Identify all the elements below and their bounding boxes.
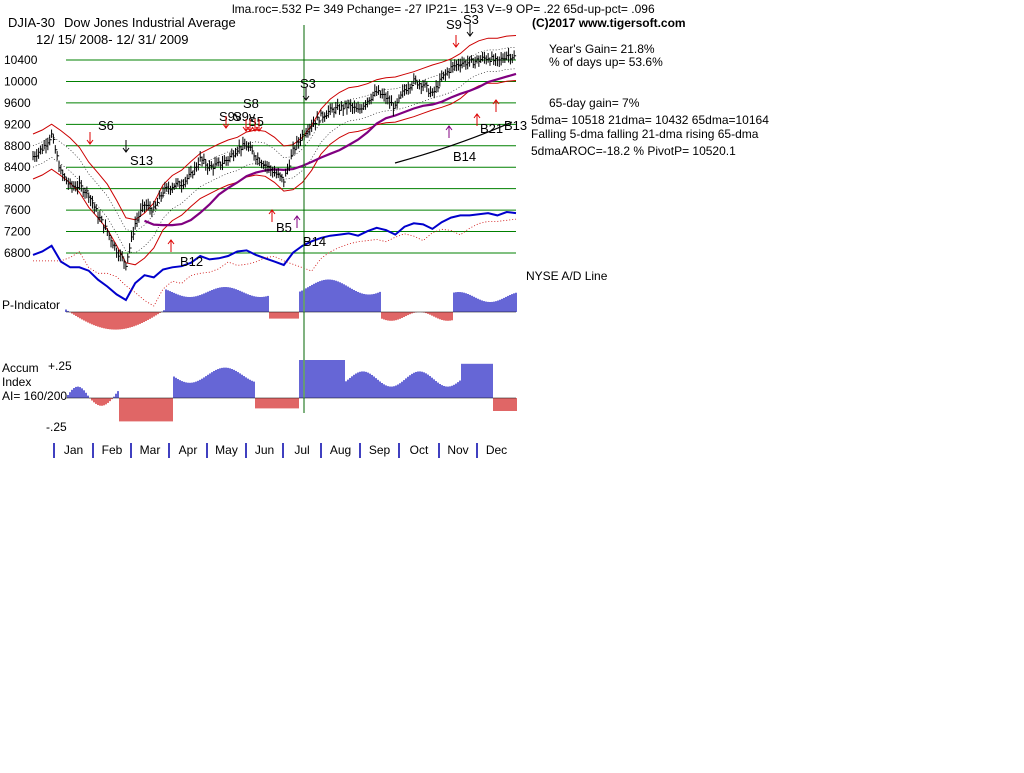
month-label: Nov bbox=[447, 443, 468, 457]
y-tick-label: 7600 bbox=[4, 203, 31, 217]
ma-trend: Falling 5-dma falling 21-dma rising 65-d… bbox=[531, 127, 759, 141]
nyse-ad-label: NYSE A/D Line bbox=[526, 269, 608, 283]
y-tick-label: 8800 bbox=[4, 139, 31, 153]
p-indicator-panel bbox=[65, 279, 517, 330]
month-label: Jun bbox=[255, 443, 274, 457]
signal-arrowhead bbox=[302, 95, 310, 101]
month-label: Apr bbox=[179, 443, 198, 457]
accum-label-1: Accum bbox=[2, 361, 39, 375]
signal-label: B21 bbox=[480, 121, 503, 136]
signal-label: B12 bbox=[180, 254, 203, 269]
month-label: Mar bbox=[140, 443, 161, 457]
ma-values: 5dma= 10518 21dma= 10432 65dma=10164 bbox=[531, 113, 769, 127]
signal-label: S9 bbox=[446, 17, 462, 32]
signal-label: B14 bbox=[453, 149, 476, 164]
lower-band bbox=[32, 80, 517, 266]
signal-arrowhead bbox=[167, 239, 175, 245]
month-label: Feb bbox=[102, 443, 123, 457]
signal-arrowhead bbox=[268, 209, 276, 215]
y-tick-label: 7200 bbox=[4, 225, 31, 239]
accum-bottom-tick: -.25 bbox=[46, 420, 67, 434]
symbol-label: DJIA-30 bbox=[8, 15, 55, 30]
month-label: Sep bbox=[369, 443, 391, 457]
signal-label: S6 bbox=[98, 118, 114, 133]
signal-label: S13 bbox=[130, 153, 153, 168]
signal-arrowhead bbox=[473, 113, 481, 119]
copyright: (C)2017 www.tigersoft.com bbox=[532, 16, 686, 30]
month-label: Dec bbox=[486, 443, 507, 457]
signal-arrowhead bbox=[452, 42, 460, 48]
signal-arrowhead bbox=[293, 215, 301, 221]
signal-label: B5 bbox=[276, 220, 292, 235]
trend-curve bbox=[394, 121, 513, 164]
stats-line: lma.roc=.532 P= 349 Pchange= -27 IP21= .… bbox=[232, 2, 655, 16]
signal-label: B13 bbox=[504, 118, 527, 133]
accum-index-panel bbox=[66, 360, 517, 422]
signal-label: S3 bbox=[300, 76, 316, 91]
inner-upper-band bbox=[32, 47, 517, 232]
y-tick-label: 9600 bbox=[4, 96, 31, 110]
month-label: Oct bbox=[410, 443, 429, 457]
signal-arrowhead bbox=[86, 139, 94, 145]
nyse-ad-line bbox=[32, 210, 517, 307]
signal-label: S3 bbox=[463, 12, 479, 27]
date-range: 12/ 15/ 2008- 12/ 31/ 2009 bbox=[36, 32, 189, 47]
signal-label: S8 bbox=[243, 96, 259, 111]
signal-arrowhead bbox=[255, 126, 263, 132]
aroc-pivot: 5dmaAROC=-18.2 % PivotP= 10520.1 bbox=[531, 144, 736, 158]
price-bars bbox=[32, 47, 517, 271]
years-gain: Year's Gain= 21.8% bbox=[549, 42, 655, 56]
month-label: Jan bbox=[64, 443, 83, 457]
gain-65day: 65-day gain= 7% bbox=[549, 96, 640, 110]
month-label: Jul bbox=[294, 443, 309, 457]
y-tick-label: 10000 bbox=[4, 74, 38, 88]
accum-top-tick: +.25 bbox=[48, 359, 72, 373]
signal-arrowhead bbox=[246, 126, 254, 132]
index-name: Dow Jones Industrial Average bbox=[64, 15, 236, 30]
month-axis: Jan Feb Mar Apr May Jun Jul Aug Sep Oct Nov Dec bbox=[53, 443, 507, 458]
month-label: Aug bbox=[330, 443, 351, 457]
ma65-line bbox=[144, 72, 517, 227]
signal-arrowhead bbox=[445, 125, 453, 131]
signal-arrowhead bbox=[122, 147, 130, 153]
signal-label: S9v bbox=[219, 109, 242, 124]
pct-days-up: % of days up= 53.6% bbox=[549, 55, 663, 69]
price-bands bbox=[32, 35, 517, 266]
y-axis: 6800 7200 7600 8000 8400 8800 9200 9600 10000 104… bbox=[4, 53, 38, 260]
y-tick-label: 9200 bbox=[4, 117, 31, 131]
ai-label: AI= 160/200 bbox=[2, 389, 67, 403]
p-indicator-label: P-Indicator bbox=[2, 298, 60, 312]
accum-label-2: Index bbox=[2, 375, 31, 389]
y-tick-label: 8400 bbox=[4, 160, 31, 174]
ad-line bbox=[32, 210, 517, 302]
signal-arrowhead bbox=[222, 123, 230, 129]
upper-band bbox=[32, 35, 517, 221]
ad-ma-line bbox=[33, 218, 517, 307]
y-tick-label: 8000 bbox=[4, 182, 31, 196]
y-tick-label: 10400 bbox=[4, 53, 38, 67]
y-tick-label: 6800 bbox=[4, 246, 31, 260]
signal-label: B14 bbox=[303, 234, 326, 249]
month-label: May bbox=[215, 443, 238, 457]
signal-arrowhead bbox=[466, 31, 474, 37]
signal-label: S5 bbox=[248, 114, 264, 129]
signal-arrowhead bbox=[492, 99, 500, 105]
